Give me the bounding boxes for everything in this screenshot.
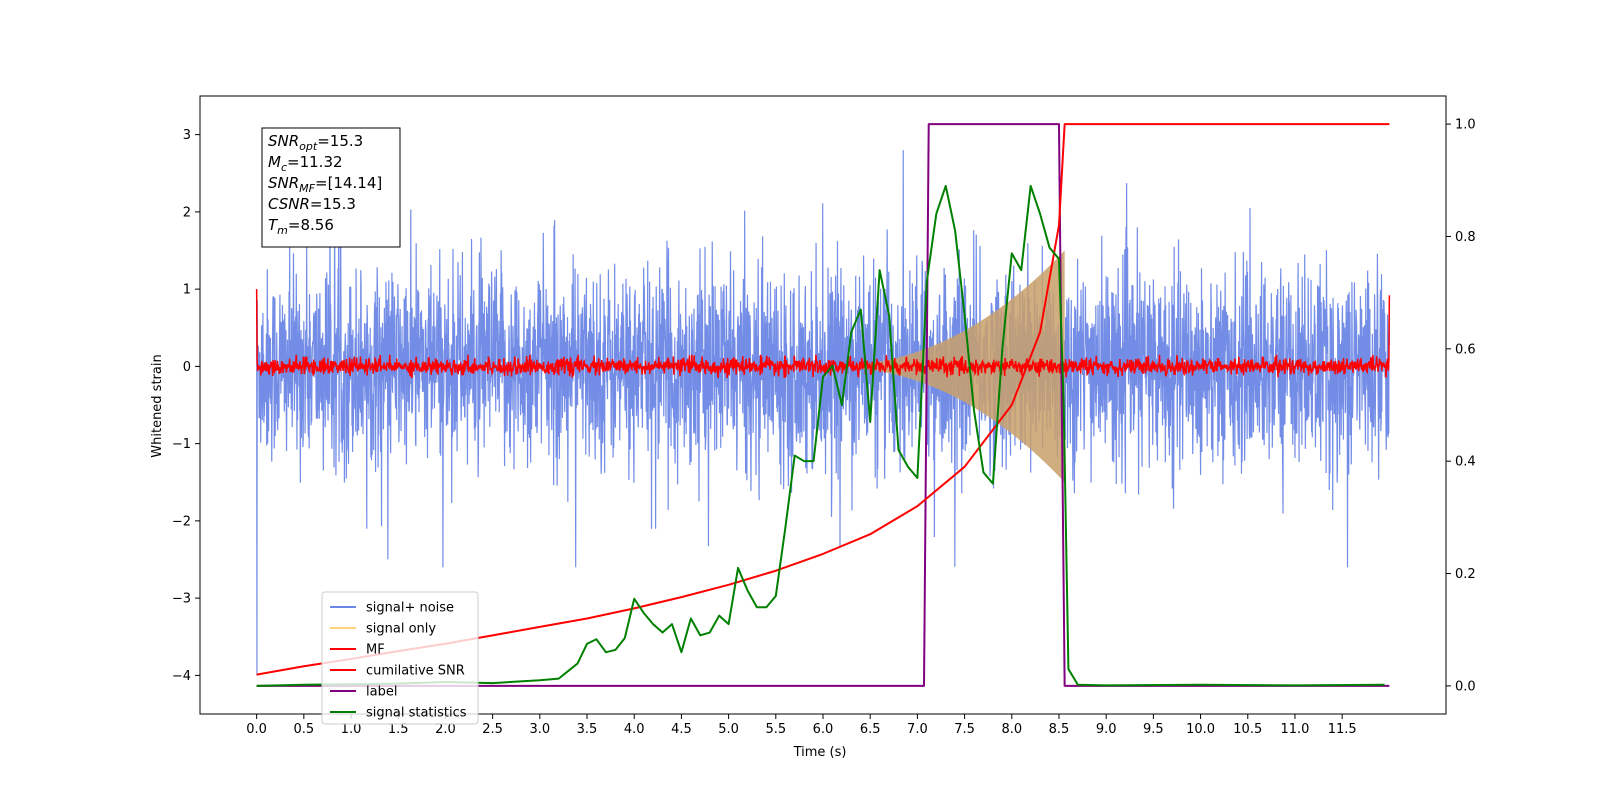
y-tick-label: −1 <box>172 437 191 452</box>
annotation-box: SNRopt=15.3Mc=11.32SNRMF=[14.14]CSNR=15.… <box>261 127 401 248</box>
annotation-variable: CSNR <box>268 195 310 213</box>
legend-label: label <box>366 685 397 700</box>
y2-tick-label: 0.8 <box>1455 230 1476 245</box>
annotation-subscript: m <box>277 224 288 237</box>
y2-tick-label: 1.0 <box>1455 118 1476 133</box>
x-tick-label: 0.5 <box>293 722 314 737</box>
annotation-variable: T <box>268 216 279 234</box>
x-tick-label: 5.0 <box>718 722 739 737</box>
y2-tick-label: 0.0 <box>1455 679 1476 694</box>
x-axis: 0.0 0.5 1.0 1.5 2.0 2.5 3.0 3.5 4.0 4.5 5.0 5.5 6.0 6… <box>246 714 1357 737</box>
series-mf <box>255 289 1391 379</box>
x-tick-label: 3.0 <box>529 722 550 737</box>
y2-tick-label: 0.6 <box>1455 342 1476 357</box>
annotation-line: SNRMF=[14.14] <box>268 174 382 195</box>
annotation-line: Tm=8.56 <box>268 216 334 237</box>
y-axis-right: 1.0 0.8 0.6 0.4 0.2 0.0 <box>1446 118 1476 694</box>
x-tick-label: 10.0 <box>1186 722 1215 737</box>
x-tick-label: 7.0 <box>907 722 928 737</box>
x-tick-label: 4.0 <box>624 722 645 737</box>
y-tick-label: −2 <box>172 514 191 529</box>
annotation-variable: SNR <box>268 132 299 150</box>
legend-frame <box>321 591 479 725</box>
y-tick-label: −4 <box>172 669 191 684</box>
x-tick-label: 9.0 <box>1096 722 1117 737</box>
x-tick-label: 6.5 <box>860 722 881 737</box>
annotation-value: =[14.14] <box>315 174 382 192</box>
x-tick-label: 3.5 <box>577 722 598 737</box>
y-tick-label: 3 <box>183 128 191 143</box>
y2-tick-label: 0.4 <box>1455 455 1476 470</box>
x-tick-label: 0.0 <box>246 722 267 737</box>
y-axis-left: 3 2 1 0 −1 −2 −3 −4 <box>172 128 200 684</box>
x-tick-label: 5.5 <box>765 722 786 737</box>
annotation-value: =15.3 <box>317 132 363 150</box>
y-tick-label: −3 <box>172 592 191 607</box>
annotation-subscript: opt <box>299 140 318 153</box>
y-tick-label: 2 <box>183 205 191 220</box>
x-tick-label: 11.5 <box>1328 722 1357 737</box>
y-tick-label: 1 <box>183 283 191 298</box>
y-tick-label: 0 <box>183 360 191 375</box>
y-axis-label: Whitened strain <box>150 354 165 457</box>
x-tick-label: 6.0 <box>813 722 834 737</box>
annotation-line: CSNR=15.3 <box>268 195 356 213</box>
x-tick-label: 2.0 <box>435 722 456 737</box>
legend-label: signal only <box>366 622 436 637</box>
x-tick-label: 1.0 <box>341 722 362 737</box>
annotation-line: Mc=11.32 <box>268 153 343 174</box>
x-tick-label: 1.5 <box>388 722 409 737</box>
x-tick-label: 8.5 <box>1049 722 1070 737</box>
annotation-value: =11.32 <box>287 153 343 171</box>
x-axis-label: Time (s) <box>793 745 847 760</box>
x-tick-label: 8.0 <box>1001 722 1022 737</box>
legend-label: signal statistics <box>366 706 467 721</box>
annotation-variable: SNR <box>268 174 299 192</box>
y2-tick-label: 0.2 <box>1455 567 1476 582</box>
x-tick-label: 10.5 <box>1233 722 1262 737</box>
x-tick-label: 11.0 <box>1280 722 1309 737</box>
annotation-subscript: c <box>281 161 287 174</box>
legend-label: MF <box>366 643 385 658</box>
legend: signal+ noise signal only MF cumilative SNR… <box>321 591 479 725</box>
annotation-value: =8.56 <box>288 216 334 234</box>
annotation-variable: M <box>268 153 281 171</box>
plot-series-layer <box>255 123 1391 687</box>
annotation-frame <box>261 127 401 248</box>
annotation-subscript: MF <box>299 182 315 195</box>
legend-label: signal+ noise <box>366 601 454 616</box>
annotation-value: =15.3 <box>310 195 356 213</box>
x-tick-label: 4.5 <box>671 722 692 737</box>
x-tick-label: 2.5 <box>482 722 503 737</box>
legend-label: cumilative SNR <box>366 664 465 679</box>
x-tick-label: 9.5 <box>1143 722 1164 737</box>
series-signal-statistics <box>256 184 1385 687</box>
x-tick-label: 7.5 <box>954 722 975 737</box>
annotation-line: SNRopt=15.3 <box>268 132 363 153</box>
